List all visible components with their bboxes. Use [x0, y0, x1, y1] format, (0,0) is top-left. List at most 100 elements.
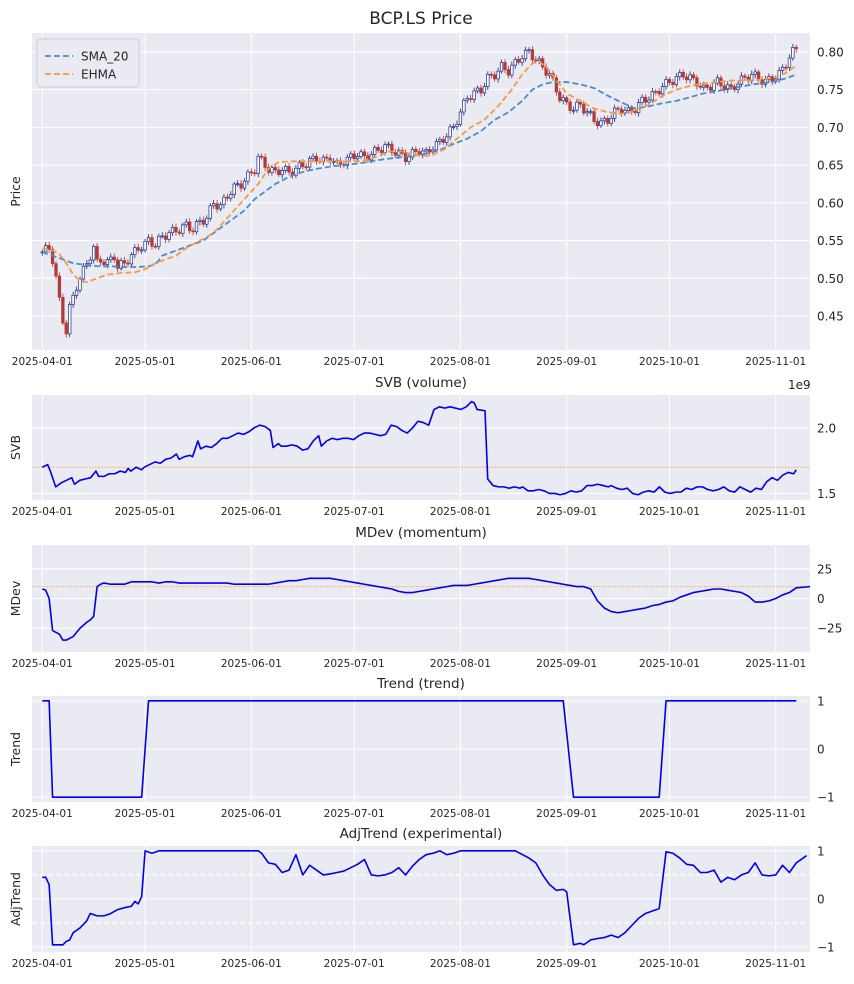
y-tick-label: 0.55 [817, 234, 844, 248]
candle-body [438, 139, 442, 142]
x-tick-label: 2025-04-01 [12, 658, 73, 670]
candle-body [589, 111, 593, 113]
panel-1: 2025-04-01 2025-05-01 2025-06-01 2025-07-01… [8, 375, 836, 518]
candle-body [427, 149, 432, 153]
y-axis-label: Price [8, 176, 23, 207]
x-tick-label: 2025-08-01 [430, 658, 491, 670]
candle-body [592, 111, 596, 122]
candle-body [784, 66, 788, 69]
candle-body [565, 97, 569, 103]
candle-body [465, 98, 469, 101]
candle-body [211, 203, 216, 207]
candle-body [486, 73, 490, 87]
candle-body [571, 109, 576, 112]
candle-body [229, 194, 233, 199]
candle-body [424, 149, 428, 152]
y-tick-label: 0.45 [817, 310, 844, 324]
candle-body [270, 167, 274, 173]
candle-body [153, 245, 158, 248]
candle-body [194, 221, 199, 233]
axis-offset-label: 1e9 [788, 378, 811, 392]
candle-body [475, 87, 480, 92]
candle-body [208, 205, 212, 219]
candle-body [681, 72, 685, 78]
candle-body [256, 155, 260, 174]
candle-body [451, 126, 456, 128]
candle-body [102, 261, 106, 265]
y-tick-label: −25 [817, 622, 842, 636]
x-tick-label: 2025-04-01 [12, 356, 73, 368]
candle-body [441, 139, 445, 143]
candle-body [390, 143, 394, 153]
x-tick-label: 2025-11-01 [745, 506, 806, 518]
series-line [42, 850, 808, 946]
x-tick-label: 2025-08-01 [430, 808, 491, 820]
candle-body [369, 154, 373, 161]
x-tick-label: 2025-06-01 [221, 958, 282, 970]
candle-body [414, 148, 418, 152]
candle-body [585, 111, 589, 114]
y-axis-label: AdjTrend [8, 872, 23, 926]
x-tick-label: 2025-04-01 [12, 808, 73, 820]
x-tick-label: 2025-10-01 [639, 658, 700, 670]
candle-body [81, 265, 86, 280]
plot-area [32, 395, 810, 500]
candle-body [619, 108, 624, 114]
candle-body [92, 246, 96, 261]
candle-body [609, 118, 613, 124]
candle-body [578, 101, 583, 105]
y-axis-label: Trend [8, 732, 23, 767]
candle-body [561, 97, 565, 102]
candle-body [201, 219, 206, 225]
candle-body [743, 75, 747, 78]
candle-body [191, 230, 195, 233]
y-axis-label: MDev [8, 580, 23, 616]
candle-body [376, 146, 380, 151]
panel-title: Trend (trend) [376, 676, 465, 692]
x-tick-label: 2025-10-01 [639, 356, 700, 368]
candle-body [373, 146, 377, 155]
candle-body [170, 226, 175, 234]
panel-title: MDev (momentum) [355, 525, 487, 541]
candle-body [705, 84, 709, 88]
x-tick-label: 2025-11-01 [745, 356, 806, 368]
candle-body [218, 204, 223, 210]
candle-body [448, 126, 452, 138]
series-line [41, 400, 797, 496]
candle-body [708, 87, 713, 91]
candle-body [105, 259, 110, 265]
series-line [42, 700, 797, 798]
legend-box [36, 38, 140, 88]
panel-3: 2025-04-01 2025-05-01 2025-06-01 2025-07-01… [8, 676, 835, 820]
plot-area [32, 33, 810, 350]
y-tick-label: 0.80 [817, 45, 844, 59]
y-tick-label: 0 [817, 743, 825, 757]
x-tick-label: 2025-05-01 [115, 958, 176, 970]
x-tick-label: 2025-06-01 [221, 356, 282, 368]
candle-body [71, 295, 75, 305]
legend: SMA_20 EHMA [36, 38, 140, 88]
candle-body [633, 111, 637, 114]
candle-body [458, 111, 463, 125]
x-tick-label: 2025-04-01 [12, 506, 73, 518]
ehma-line [42, 60, 797, 284]
candle-body [167, 232, 171, 240]
candle-body [249, 171, 253, 174]
y-tick-label: 0 [817, 592, 825, 606]
candle-body [61, 296, 65, 324]
candle-body [482, 86, 487, 94]
x-tick-label: 2025-05-01 [115, 658, 176, 670]
candle-body [684, 76, 689, 81]
candle-body [393, 152, 397, 156]
panels: 2025-04-01 2025-05-01 2025-06-01 2025-07-01… [8, 33, 844, 970]
candle-body [647, 99, 651, 103]
x-tick-label: 2025-09-01 [536, 356, 597, 368]
candle-body [362, 151, 367, 157]
x-tick-label: 2025-11-01 [745, 808, 806, 820]
candle-body [47, 245, 51, 250]
panel-title: AdjTrend (experimental) [340, 826, 503, 842]
x-tick-label: 2025-07-01 [324, 658, 385, 670]
candle-body [794, 46, 798, 50]
y-tick-label: 1 [817, 844, 825, 858]
candle-body [78, 278, 82, 291]
